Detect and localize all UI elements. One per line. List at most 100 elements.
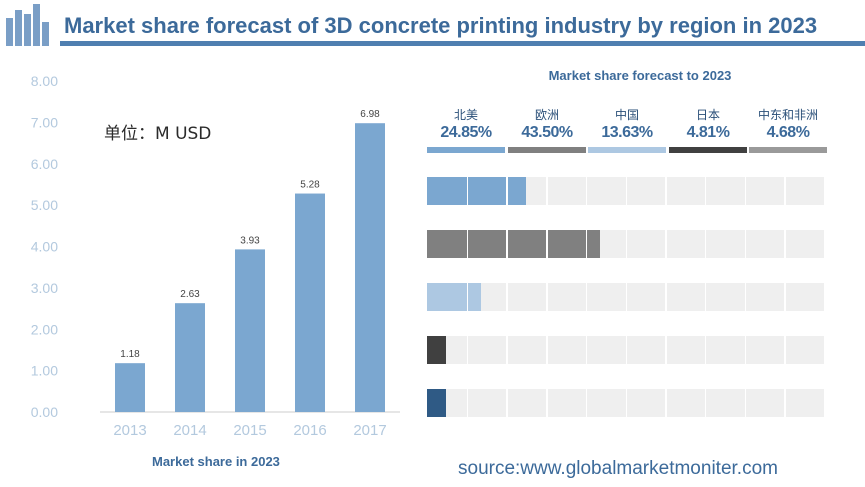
source-credit: source:www.globalmarketmoniter.com bbox=[458, 458, 778, 479]
region-share-bar bbox=[427, 177, 526, 205]
x-tick-label: 2014 bbox=[173, 422, 206, 439]
region-name: 中东和非洲 bbox=[757, 108, 818, 122]
region-share-panel: Market share forecast to 2023 北美 24.85% 欧洲… bbox=[420, 60, 860, 420]
region-name: 北美 bbox=[453, 108, 478, 122]
region-share-bar bbox=[427, 336, 447, 364]
segment-divider bbox=[506, 336, 508, 364]
y-tick-label: 1.00 bbox=[31, 363, 58, 379]
region-share-track bbox=[427, 230, 824, 258]
bar-value-label: 1.18 bbox=[120, 349, 140, 360]
segment-divider bbox=[625, 336, 627, 364]
region-share-bar bbox=[427, 230, 600, 258]
segment-divider bbox=[625, 283, 627, 311]
region-color-swatch bbox=[508, 147, 586, 153]
segment-divider bbox=[466, 283, 469, 311]
x-tick-label: 2016 bbox=[293, 422, 326, 439]
segment-divider bbox=[506, 230, 508, 258]
segment-divider bbox=[744, 177, 747, 205]
segment-divider bbox=[585, 230, 588, 258]
region-legend-item: 中国 13.63% bbox=[588, 106, 666, 153]
bar-2013 bbox=[115, 363, 145, 412]
region-share-value: 4.68% bbox=[766, 124, 810, 141]
segment-divider bbox=[784, 177, 786, 205]
y-tick-label: 5.00 bbox=[31, 197, 58, 213]
bar-2015 bbox=[235, 249, 265, 412]
segment-divider bbox=[585, 336, 588, 364]
bar-2014 bbox=[175, 303, 205, 412]
segment-divider bbox=[704, 230, 707, 258]
segment-divider bbox=[546, 230, 548, 258]
segment-divider bbox=[784, 283, 786, 311]
bar-2016 bbox=[295, 193, 325, 412]
region-color-swatch bbox=[749, 147, 827, 153]
segment-divider bbox=[506, 389, 508, 417]
segment-divider bbox=[704, 336, 707, 364]
bar-2017 bbox=[355, 123, 385, 412]
segment-divider bbox=[665, 177, 667, 205]
bar-value-label: 5.28 bbox=[300, 180, 320, 191]
region-share-bar bbox=[427, 283, 482, 311]
segment-divider bbox=[704, 283, 707, 311]
segment-divider bbox=[704, 389, 707, 417]
region-share-track bbox=[427, 283, 824, 311]
region-share-track bbox=[427, 336, 824, 364]
x-tick-label: 2013 bbox=[113, 422, 146, 439]
region-share-track bbox=[427, 177, 824, 205]
segment-divider bbox=[744, 283, 747, 311]
segment-divider bbox=[625, 177, 627, 205]
region-share-value: 4.81% bbox=[686, 124, 730, 141]
region-color-swatch bbox=[669, 147, 747, 153]
y-tick-label: 0.00 bbox=[31, 404, 58, 420]
region-share-bar bbox=[427, 389, 446, 417]
segment-divider bbox=[665, 336, 667, 364]
segment-divider bbox=[466, 336, 469, 364]
segment-divider bbox=[784, 389, 786, 417]
segment-divider bbox=[784, 336, 786, 364]
segment-divider bbox=[744, 230, 747, 258]
segment-divider bbox=[546, 177, 548, 205]
segment-divider bbox=[546, 336, 548, 364]
region-share-value: 13.63% bbox=[601, 124, 653, 141]
unit-label: 单位：M USD bbox=[104, 124, 212, 144]
segment-divider bbox=[704, 177, 707, 205]
segment-divider bbox=[625, 230, 627, 258]
region-share-value: 24.85% bbox=[440, 124, 492, 141]
page-title: Market share forecast of 3D concrete pri… bbox=[64, 13, 818, 38]
region-legend-item: 中东和非洲 4.68% bbox=[749, 106, 827, 153]
x-axis-title: Market share in 2023 bbox=[152, 454, 280, 469]
segment-divider bbox=[744, 389, 747, 417]
title-underline bbox=[60, 41, 865, 46]
segment-divider bbox=[665, 283, 667, 311]
annual-bar-chart: 0.00 1.00 2.00 3.00 4.00 5.00 6.00 7.00 8.00 1.18… bbox=[31, 73, 400, 439]
header: Market share forecast of 3D concrete pri… bbox=[0, 0, 865, 46]
bar-value-label: 2.63 bbox=[180, 289, 200, 300]
segment-divider bbox=[466, 177, 469, 205]
region-share-track bbox=[427, 389, 824, 417]
y-tick-label: 8.00 bbox=[31, 73, 58, 89]
segment-divider bbox=[546, 283, 548, 311]
bar-chart-logo-icon bbox=[6, 4, 49, 46]
x-tick-label: 2017 bbox=[353, 422, 386, 439]
region-name: 中国 bbox=[614, 108, 639, 122]
y-tick-label: 2.00 bbox=[31, 321, 58, 337]
region-legend-item: 日本 4.81% bbox=[669, 106, 747, 153]
y-tick-label: 4.00 bbox=[31, 239, 58, 255]
region-color-swatch bbox=[588, 147, 666, 153]
y-tick-label: 3.00 bbox=[31, 280, 58, 296]
y-tick-label: 6.00 bbox=[31, 156, 58, 172]
bar-value-label: 6.98 bbox=[360, 109, 380, 120]
region-share-value: 43.50% bbox=[521, 124, 573, 141]
region-name: 欧洲 bbox=[534, 108, 559, 122]
region-color-swatch bbox=[427, 147, 505, 153]
segment-divider bbox=[744, 336, 747, 364]
segment-divider bbox=[784, 230, 786, 258]
segment-divider bbox=[625, 389, 627, 417]
segment-divider bbox=[585, 283, 588, 311]
x-tick-label: 2015 bbox=[233, 422, 266, 439]
bar-value-label: 3.93 bbox=[240, 235, 260, 246]
segment-divider bbox=[466, 230, 469, 258]
region-legend-item: 欧洲 43.50% bbox=[508, 106, 586, 153]
segment-divider bbox=[585, 389, 588, 417]
segment-divider bbox=[665, 230, 667, 258]
segment-divider bbox=[506, 283, 508, 311]
